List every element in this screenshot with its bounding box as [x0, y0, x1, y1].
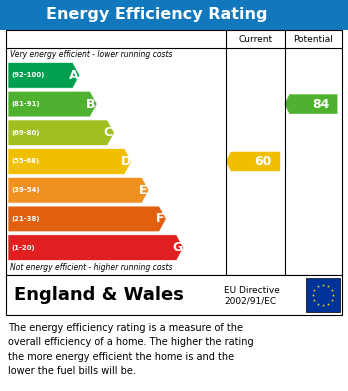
Text: Potential: Potential	[293, 34, 333, 43]
Text: Not energy efficient - higher running costs: Not energy efficient - higher running co…	[10, 264, 173, 273]
Polygon shape	[8, 120, 114, 145]
Text: Energy Efficiency Rating: Energy Efficiency Rating	[46, 7, 267, 23]
Text: The energy efficiency rating is a measure of the
overall efficiency of a home. T: The energy efficiency rating is a measur…	[8, 323, 254, 376]
Text: (39-54): (39-54)	[11, 187, 40, 193]
Text: A: A	[69, 69, 79, 82]
Text: C: C	[104, 126, 113, 139]
Polygon shape	[8, 91, 97, 117]
Text: 60: 60	[254, 155, 271, 168]
Text: (1-20): (1-20)	[11, 245, 34, 251]
Polygon shape	[8, 149, 132, 174]
Text: B: B	[86, 98, 96, 111]
Text: (21-38): (21-38)	[11, 216, 40, 222]
Text: F: F	[156, 212, 165, 226]
Text: D: D	[120, 155, 131, 168]
Bar	[6, 30, 342, 275]
Polygon shape	[8, 178, 149, 203]
Polygon shape	[226, 152, 280, 171]
Text: G: G	[172, 241, 183, 254]
Text: (55-68): (55-68)	[11, 158, 39, 165]
Polygon shape	[284, 94, 338, 114]
Text: E: E	[139, 184, 147, 197]
Text: 2002/91/EC: 2002/91/EC	[224, 296, 277, 305]
Text: England & Wales: England & Wales	[14, 286, 184, 304]
Polygon shape	[8, 206, 166, 232]
Text: Current: Current	[238, 34, 272, 43]
Polygon shape	[8, 235, 183, 260]
Text: 84: 84	[312, 98, 329, 111]
Text: EU Directive: EU Directive	[224, 286, 280, 295]
Bar	[306, 278, 340, 312]
Text: (69-80): (69-80)	[11, 130, 40, 136]
Bar	[6, 275, 342, 315]
Bar	[0, 0, 348, 30]
Text: Very energy efficient - lower running costs: Very energy efficient - lower running co…	[10, 50, 173, 59]
Text: (92-100): (92-100)	[11, 72, 45, 78]
Text: (81-91): (81-91)	[11, 101, 40, 107]
Polygon shape	[8, 63, 80, 88]
